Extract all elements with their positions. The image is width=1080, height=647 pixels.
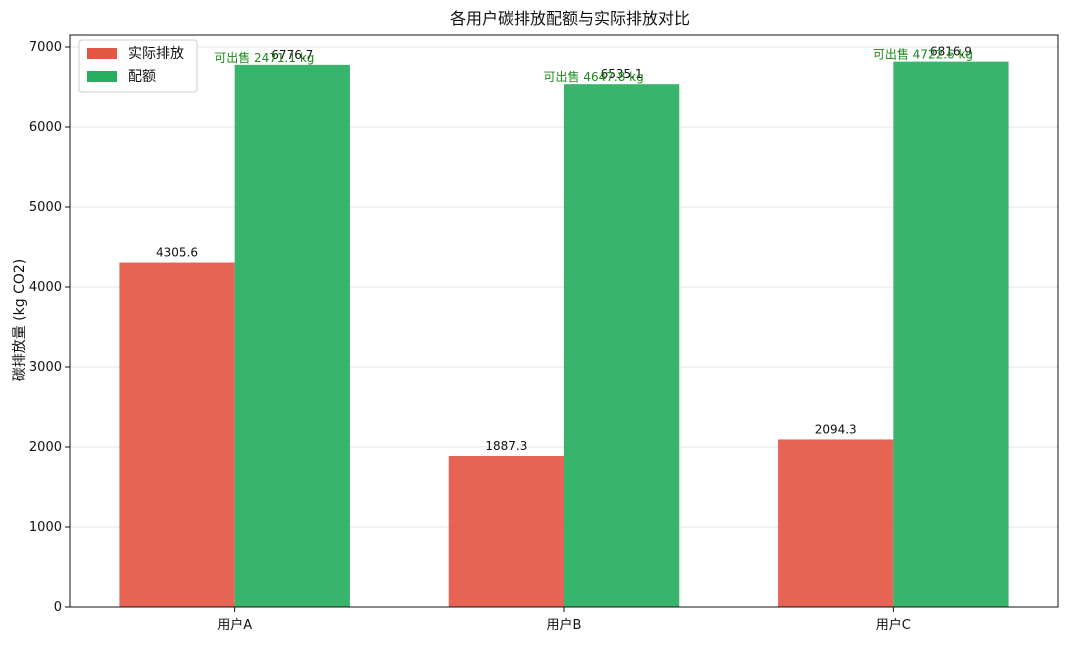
x-tick-label: 用户A <box>217 617 252 633</box>
sellable-annotation: 可出售 2471.1 kg <box>214 50 314 65</box>
y-tick-label: 7000 <box>29 40 62 55</box>
value-label-quota: 6816.9 <box>930 45 972 59</box>
value-label-actual: 4305.6 <box>156 246 198 260</box>
legend-swatch-actual <box>87 48 117 59</box>
value-label-quota: 6776.7 <box>271 48 313 62</box>
y-tick-label: 6000 <box>29 120 62 135</box>
bar-quota <box>564 84 680 607</box>
bar-actual <box>778 439 894 607</box>
chart-title: 各用户碳排放配额与实际排放对比 <box>450 9 690 28</box>
x-tick-label: 用户C <box>876 617 911 633</box>
bars <box>119 61 1009 607</box>
value-label-actual: 1887.3 <box>485 439 527 453</box>
legend-label-quota: 配额 <box>128 69 156 85</box>
bar-actual <box>119 262 235 607</box>
x-tick-label: 用户B <box>547 617 582 633</box>
y-tick-label: 5000 <box>29 200 62 215</box>
legend: 实际排放 配额 <box>78 39 198 93</box>
y-tick-label: 4000 <box>29 280 62 295</box>
value-label-quota: 6535.1 <box>601 67 643 81</box>
bar-quota <box>234 64 350 607</box>
sellable-annotation: 可出售 4647.8 kg <box>544 69 644 84</box>
legend-swatch-quota <box>87 71 117 82</box>
value-label-actual: 2094.3 <box>815 422 857 436</box>
y-axis-label: 碳排放量 (kg CO2) <box>12 259 28 382</box>
y-tick-label: 1000 <box>29 520 62 535</box>
bar-quota <box>893 61 1009 607</box>
sellable-annotation: 可出售 4722.6 kg <box>873 47 973 62</box>
y-tick-label: 2000 <box>29 440 62 455</box>
axes: 0 1000 2000 3000 4000 5000 6000 7000 用户A 用户B 用户C <box>29 34 1059 633</box>
y-tick-label: 0 <box>54 600 62 615</box>
bar-actual <box>448 456 564 607</box>
legend-label-actual: 实际排放 <box>128 46 184 62</box>
y-tick-label: 3000 <box>29 360 62 375</box>
